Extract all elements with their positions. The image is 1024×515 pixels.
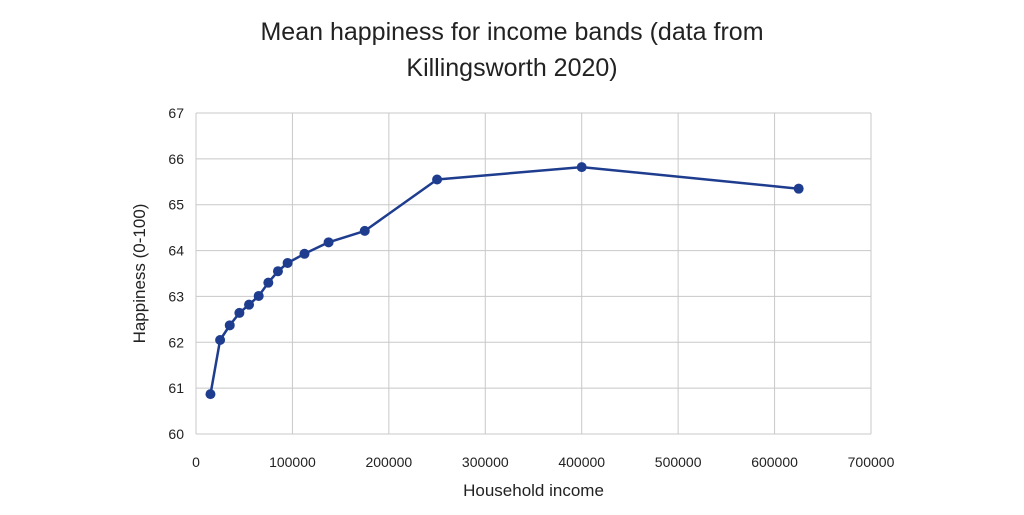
data-point: [263, 277, 274, 288]
data-point: [215, 334, 226, 345]
y-tick-label: 61: [168, 380, 184, 396]
data-point: [205, 389, 216, 400]
y-tick-label: 62: [168, 334, 184, 350]
y-tick-label: 66: [168, 151, 184, 167]
x-tick-label: 400000: [558, 454, 605, 470]
x-tick-label: 700000: [848, 454, 895, 470]
data-point: [282, 257, 293, 268]
data-point: [272, 266, 283, 277]
data-point: [359, 225, 370, 236]
x-tick-label: 500000: [655, 454, 702, 470]
y-axis-label: Happiness (0-100): [130, 204, 149, 344]
chart-title-line-1: Mean happiness for income bands (data fr…: [260, 18, 764, 46]
series: [205, 162, 804, 400]
data-point: [224, 320, 235, 331]
data-point: [793, 183, 804, 194]
grid: [195, 112, 872, 435]
tick-labels: 60 61 62 63 64 65 66 67 0 100000 200000 300000 40000…: [168, 105, 894, 470]
y-tick-label: 60: [168, 426, 184, 442]
data-point: [244, 299, 255, 310]
chart-title-line-2: Killingsworth 2020): [406, 54, 618, 82]
data-point: [432, 174, 443, 185]
data-point: [253, 290, 264, 301]
x-axis-label: Household income: [463, 481, 604, 500]
x-tick-label: 200000: [365, 454, 412, 470]
y-tick-label: 63: [168, 288, 184, 304]
chart-title: Mean happiness for income bands (data fr…: [0, 14, 1024, 86]
y-tick-label: 64: [168, 243, 184, 259]
data-point: [576, 162, 587, 173]
x-tick-label: 0: [192, 454, 200, 470]
y-tick-label: 65: [168, 197, 184, 213]
data-point: [234, 307, 245, 318]
series-line: [209, 165, 799, 395]
data-point: [299, 248, 310, 259]
x-tick-label: 100000: [269, 454, 316, 470]
x-tick-label: 600000: [751, 454, 798, 470]
y-tick-label: 67: [168, 105, 184, 121]
data-point: [323, 237, 334, 248]
x-tick-label: 300000: [462, 454, 509, 470]
